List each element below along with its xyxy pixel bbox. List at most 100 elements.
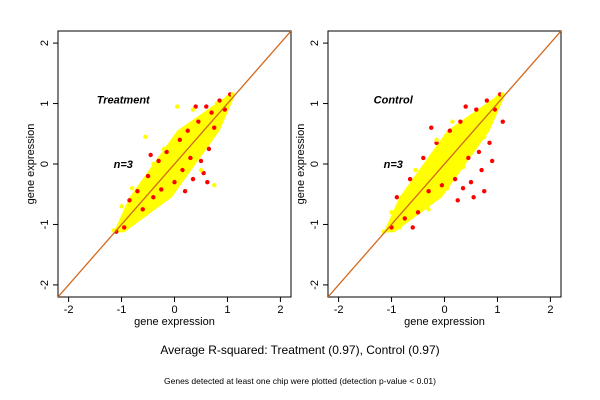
red-data-point: [458, 119, 463, 124]
control-reference-line: [328, 31, 561, 297]
yellow-data-point: [495, 95, 500, 100]
red-data-point: [394, 195, 400, 200]
yellow-data-point: [198, 167, 204, 173]
yellow-data-point: [174, 104, 180, 109]
yellow-data-point: [193, 122, 198, 127]
red-data-point: [177, 137, 182, 143]
y-tick-label: -1: [39, 220, 51, 230]
control-panel: -2 -1 0 1 2 -2 -1 0 1 2 gene expression gene expres…: [295, 30, 562, 328]
yellow-data-point: [389, 210, 394, 215]
yellow-data-point: [476, 137, 482, 143]
red-data-point: [185, 128, 190, 133]
yellow-data-point: [188, 161, 193, 167]
red-data-point: [482, 189, 487, 194]
yellow-data-point: [399, 201, 405, 206]
r-squared-caption: Average R-squared: Treatment (0.97), Con…: [160, 343, 440, 357]
red-data-point: [421, 155, 426, 161]
detection-footnote: Genes detected at least one chip were pl…: [164, 376, 436, 386]
red-data-point: [172, 179, 177, 185]
yellow-data-point: [458, 155, 463, 161]
yellow-data-point: [169, 192, 175, 197]
y-tick-label: 2: [39, 40, 51, 46]
red-data-point: [212, 125, 217, 130]
yellow-data-point: [463, 125, 468, 130]
red-data-point: [196, 119, 201, 124]
treatment-sample-count: n=3: [114, 159, 133, 171]
yellow-data-point: [140, 182, 145, 188]
yellow-data-point: [442, 143, 447, 149]
yellow-data-point: [468, 140, 474, 146]
x-tick-label: -1: [117, 304, 127, 316]
red-data-point: [452, 176, 458, 182]
red-data-point: [201, 170, 206, 176]
y-tick-label: -1: [309, 220, 321, 230]
yellow-data-point: [167, 173, 172, 179]
red-data-point: [180, 167, 185, 173]
red-data-point: [159, 187, 164, 192]
yellow-data-point: [129, 185, 135, 191]
yellow-data-point: [405, 192, 410, 197]
yellow-data-point: [410, 213, 415, 218]
yellow-data-point: [434, 137, 439, 143]
yellow-data-point: [198, 143, 204, 149]
red-data-point: [182, 189, 188, 194]
yellow-data-point: [474, 116, 479, 121]
treatment-group-label: Treatment: [97, 95, 151, 107]
red-data-point: [135, 189, 140, 194]
y-tick-label: 0: [309, 161, 321, 167]
red-data-point: [140, 207, 145, 212]
yellow-data-point: [151, 161, 156, 167]
treatment-plot-area: [58, 31, 291, 297]
yellow-data-point: [450, 119, 455, 124]
yellow-data-point: [444, 185, 450, 191]
red-data-point: [429, 125, 434, 130]
red-data-point: [466, 155, 471, 161]
yellow-data-point: [482, 134, 487, 139]
yellow-data-point: [423, 198, 429, 203]
red-data-point: [209, 110, 214, 115]
red-data-point: [460, 185, 466, 191]
yellow-data-point: [460, 164, 466, 170]
treatment-y-axis-label: gene expression: [25, 124, 37, 205]
x-tick-label: -2: [334, 304, 344, 316]
y-tick-label: 0: [39, 161, 51, 167]
red-data-point: [217, 98, 222, 103]
yellow-data-point: [413, 167, 418, 173]
red-data-point: [463, 104, 468, 109]
yellow-data-point: [479, 128, 484, 133]
yellow-data-point: [209, 131, 214, 136]
yellow-data-point: [397, 225, 402, 230]
yellow-data-point: [119, 204, 124, 209]
yellow-data-point: [145, 204, 151, 209]
yellow-data-point: [418, 176, 423, 182]
red-data-point: [121, 225, 127, 230]
red-data-point: [415, 210, 421, 215]
yellow-data-point: [212, 182, 217, 188]
red-data-point: [127, 198, 132, 203]
red-data-point: [145, 173, 151, 179]
x-tick-label: 0: [441, 304, 447, 316]
red-data-point: [205, 179, 210, 185]
yellow-data-point: [161, 198, 167, 203]
red-data-point: [164, 149, 169, 155]
red-data-point: [484, 98, 490, 103]
red-data-point: [410, 225, 415, 230]
yellow-data-point: [484, 104, 490, 109]
yellow-data-point: [426, 207, 431, 212]
yellow-data-point: [447, 167, 452, 173]
red-data-point: [439, 182, 445, 188]
x-tick-label: 1: [224, 304, 230, 316]
red-data-point: [468, 179, 474, 185]
yellow-data-point: [214, 101, 220, 106]
red-data-point: [487, 140, 492, 146]
red-data-point: [204, 104, 209, 109]
red-data-point: [479, 167, 484, 173]
yellow-data-point: [452, 134, 458, 139]
red-data-point: [193, 104, 198, 109]
red-data-point: [188, 155, 193, 161]
treatment-reference-line: [58, 31, 291, 297]
x-tick-label: 2: [277, 304, 283, 316]
red-data-point: [151, 195, 156, 200]
x-tick-label: 0: [171, 304, 177, 316]
